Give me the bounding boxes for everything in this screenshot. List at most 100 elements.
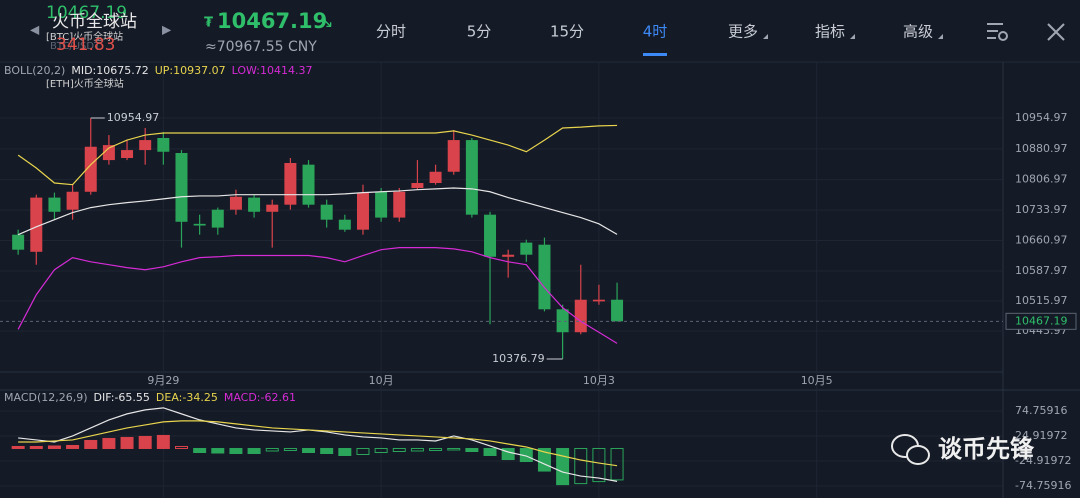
candle-body	[574, 299, 587, 333]
macd-bar	[120, 436, 134, 449]
macd-line	[18, 420, 618, 467]
legend-entry: LOW:10414.37	[232, 64, 313, 77]
tab-underline	[643, 53, 667, 56]
tab[interactable]: 4时	[643, 23, 668, 41]
macd-bar	[84, 439, 98, 449]
legend-entry: UP:10937.07	[155, 64, 226, 77]
macd-bar	[47, 445, 61, 449]
candle-body	[175, 152, 188, 222]
tab[interactable]: 分时	[376, 23, 406, 41]
macd-bar	[211, 447, 225, 454]
eth-price: 341.83	[56, 35, 115, 55]
prev-arrow[interactable]: ◀	[30, 23, 40, 37]
macd-bar	[356, 447, 370, 456]
candle-body	[30, 197, 43, 252]
btc-source: [BTC]火币全球站	[46, 30, 123, 43]
y-tick-label: 10660.97	[1015, 234, 1068, 247]
candle-body	[356, 192, 369, 230]
boll-line	[17, 124, 618, 186]
legend-entry: DEA:-34.25	[156, 391, 218, 404]
macd-bar	[174, 445, 188, 449]
watermark: 谈币先锋	[891, 434, 1035, 465]
boll-line	[17, 187, 618, 236]
macd-bar	[102, 437, 116, 449]
eth-source: [ETH]火币全球站	[46, 77, 124, 90]
settings-icon[interactable]	[987, 23, 1008, 41]
candle-body	[447, 140, 460, 172]
legend-entry: MID:10675.72	[71, 64, 148, 77]
macd-bar	[338, 447, 352, 457]
tab[interactable]: 高级	[903, 23, 933, 41]
candle-body	[48, 197, 61, 212]
macd-bar	[429, 447, 443, 451]
y-tick-label: 10954.97	[1015, 111, 1068, 124]
candle-body	[338, 219, 351, 230]
candle-body	[520, 242, 533, 255]
macd-bar	[29, 445, 43, 449]
y-tick-label: 10587.97	[1015, 264, 1068, 277]
candle-body	[429, 171, 442, 184]
candle-body	[66, 191, 79, 210]
macd-bar	[592, 447, 606, 483]
next-arrow[interactable]: ▶	[162, 23, 172, 37]
low-label: 10376.79	[492, 352, 545, 365]
tab[interactable]: 15分	[550, 23, 584, 41]
boll-line	[17, 247, 618, 344]
candle-body	[139, 140, 152, 151]
macd-bar	[66, 444, 80, 449]
ticker-price: 10467.19	[46, 3, 127, 23]
pair: BTC/USDT	[50, 41, 101, 52]
close-icon[interactable]	[1047, 23, 1065, 41]
candle-body	[484, 214, 497, 257]
macd-bar	[556, 447, 570, 486]
macd-bar	[302, 447, 316, 454]
candle-body	[375, 191, 388, 218]
candle-body	[411, 183, 424, 189]
y-tick-label: -74.75916	[1015, 479, 1071, 492]
indicator-label: MACD(12,26,9)	[4, 391, 88, 404]
legend-entry: MACD:-62.61	[224, 391, 296, 404]
last-price-label: 10467.19	[1015, 314, 1068, 327]
candle-body	[320, 204, 333, 220]
candle-body	[84, 146, 97, 192]
watermark-text: 谈币先锋	[938, 435, 1035, 463]
last-price-tag	[1005, 312, 1077, 330]
macd-bar	[610, 447, 624, 481]
macd-bar	[283, 447, 297, 451]
candle-body	[393, 191, 406, 218]
x-tick-label: 9月29	[147, 374, 179, 387]
x-tick-label: 10月3	[583, 374, 615, 387]
macd-bar	[265, 447, 279, 452]
high-label: 10954.97	[107, 111, 160, 124]
candle-body	[211, 209, 224, 228]
candle-body	[266, 204, 279, 212]
x-tick-label: 10月	[369, 374, 394, 387]
y-tick-label: -24.91972	[1015, 454, 1071, 467]
macd-bar	[447, 447, 461, 451]
candle-body	[556, 309, 569, 333]
price-symbol: ₮	[204, 16, 213, 31]
macd-bar	[410, 447, 424, 452]
tab[interactable]: 更多	[728, 23, 758, 41]
candle-body	[465, 140, 478, 215]
macd-bar	[392, 447, 406, 452]
macd-bar	[320, 447, 334, 455]
trend: ↘	[320, 13, 333, 32]
macd-bar	[247, 447, 261, 455]
dropdown-caret	[850, 34, 855, 39]
candle-body	[284, 162, 297, 205]
candle-body	[157, 137, 170, 152]
macd-bar	[11, 445, 25, 449]
macd-bar	[574, 447, 588, 485]
tab[interactable]: 5分	[467, 23, 492, 41]
tab[interactable]: 指标	[815, 23, 845, 41]
candle-body	[121, 150, 134, 158]
candle-body	[592, 299, 605, 302]
exchange: 火币全球站	[52, 12, 137, 32]
y-tick-label: 10806.97	[1015, 173, 1068, 186]
candle-body	[193, 223, 206, 226]
macd-bar	[138, 435, 152, 449]
price: 10467.19	[217, 9, 327, 33]
y-tick-label: 74.75916	[1015, 404, 1068, 417]
